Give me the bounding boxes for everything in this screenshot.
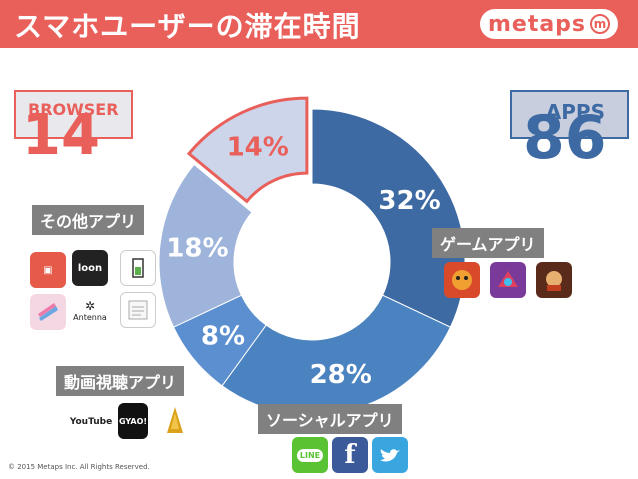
battery-app-icon — [120, 250, 156, 286]
page-title: スマホユーザーの滞在時間 — [14, 10, 361, 43]
apps-label: APPS — [545, 100, 605, 124]
stationery-app-icon — [30, 294, 66, 330]
antenna-glyph: ✲ — [84, 298, 96, 313]
category-label-game: ゲームアプリ — [432, 228, 544, 258]
notes-shape — [128, 300, 148, 320]
logo-mark-icon: m — [590, 14, 611, 34]
facebook-icon: f — [332, 437, 368, 473]
browser-label: BROWSER — [28, 100, 119, 119]
dragon-shape — [498, 271, 518, 287]
category-label-other: その他アプリ — [32, 205, 145, 235]
slice-social — [221, 294, 452, 416]
niconico-shape — [167, 407, 183, 433]
slice-label-social: 28% — [310, 360, 372, 390]
puzzle-dragons-icon — [490, 262, 526, 298]
gyao-label: GYAO! — [118, 416, 148, 426]
category-label-social: ソーシャルアプリ — [258, 404, 402, 434]
category-label-video: 動画視聴アプリ — [56, 366, 185, 396]
niconico-icon — [160, 402, 190, 438]
browser-value: 14 — [22, 103, 100, 168]
slice-other — [158, 163, 253, 328]
apps-box: APPS — [510, 90, 629, 139]
youtube-icon: YouTube — [69, 404, 113, 440]
antenna-label: Antenna — [73, 312, 107, 322]
logo-text: metaps — [487, 11, 587, 37]
slice-label-other: 18% — [166, 234, 228, 264]
slice-browser — [186, 96, 309, 204]
battery-shape — [132, 258, 144, 278]
character-shape — [546, 271, 562, 291]
slice-label-game: 32% — [378, 186, 440, 216]
toon-app-icon: loon — [72, 250, 108, 286]
apps-value: 86 — [523, 103, 607, 173]
bird-shape — [380, 449, 400, 462]
slice-game — [311, 108, 466, 328]
line-label: LINE — [296, 448, 324, 462]
box-app-icon: ▣ — [30, 252, 66, 288]
youtube-label: YouTube — [69, 417, 113, 427]
monster-shape — [452, 270, 472, 290]
notes-app-icon — [120, 292, 156, 328]
line-icon: LINE — [292, 437, 328, 473]
copyright-text: © 2015 Metaps Inc. All Rights Reserved. — [8, 463, 150, 471]
metaps-logo: metaps m — [480, 9, 618, 39]
header-bar: スマホユーザーの滞在時間 metaps m — [0, 0, 638, 48]
twitter-icon — [372, 437, 408, 473]
browser-box: BROWSER — [14, 90, 133, 139]
toon-label: loon — [77, 262, 103, 274]
slice-label-video: 8% — [201, 322, 245, 352]
game-character-icon — [536, 262, 572, 298]
gyao-icon: GYAO! — [118, 403, 148, 439]
monster-strike-icon — [444, 262, 480, 298]
antenna-app-icon: ✲ Antenna — [72, 292, 108, 328]
stationery-shape — [38, 303, 58, 321]
slice-label-browser: 14% — [227, 133, 289, 163]
